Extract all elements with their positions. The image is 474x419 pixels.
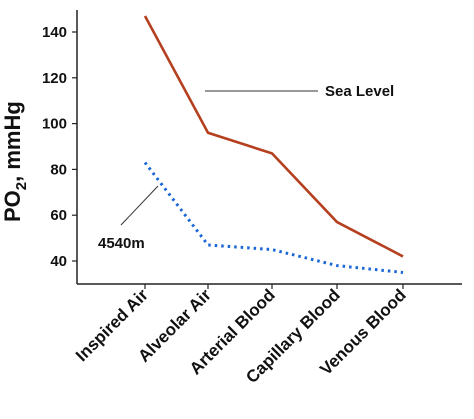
sea-level-label: Sea Level bbox=[325, 83, 394, 100]
series-line-altitude bbox=[143, 161, 404, 274]
series-layer bbox=[143, 15, 404, 274]
series-line-sea-level bbox=[143, 15, 404, 258]
y-axis-label: PO2, mmHg bbox=[0, 101, 30, 222]
y-tick-label: 120 bbox=[42, 70, 67, 87]
y-tick-label: 100 bbox=[42, 116, 67, 133]
y-tick-label: 140 bbox=[42, 24, 67, 41]
y-tick-label: 60 bbox=[50, 207, 67, 224]
y-tick-label: 80 bbox=[50, 161, 67, 178]
altitude-label: 4540m bbox=[98, 235, 145, 252]
altitude-leader-line bbox=[120, 185, 159, 226]
y-ticks: 40 60 80 100 120 140 bbox=[42, 24, 77, 270]
axes bbox=[76, 10, 462, 285]
y-tick-label: 40 bbox=[50, 253, 67, 270]
